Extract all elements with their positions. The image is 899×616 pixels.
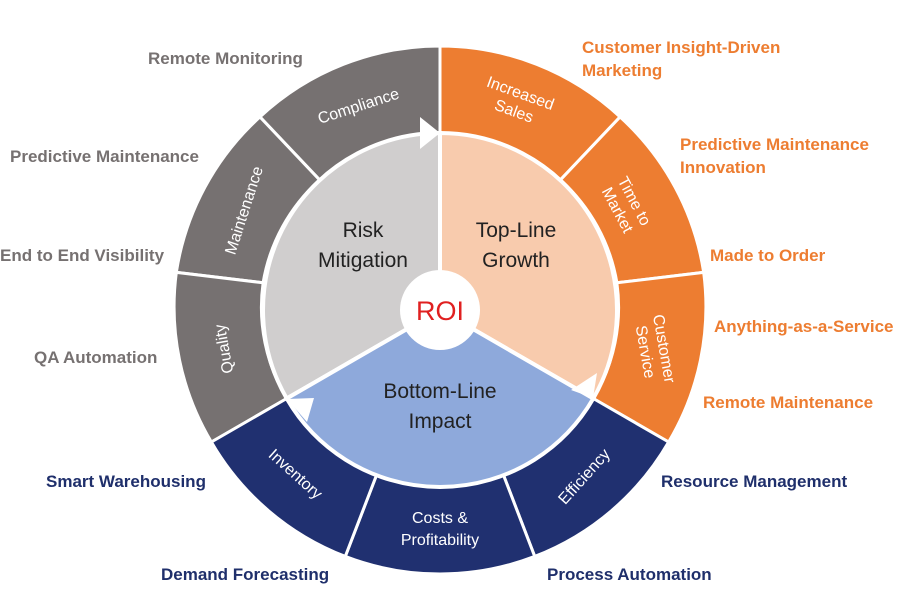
label-remote-monitoring: Remote Monitoring — [148, 49, 303, 68]
label-anything-as-a-service: Anything-as-a-Service — [714, 317, 894, 336]
growth-label-1: Top-Line — [476, 219, 557, 242]
growth-label-2: Growth — [482, 249, 550, 272]
label-made-to-order: Made to Order — [710, 246, 826, 265]
label-customer-insight-line1: Customer Insight-Driven — [582, 38, 781, 57]
impact-label-2: Impact — [408, 410, 471, 433]
label-predictive-maintenance: Predictive Maintenance — [10, 147, 199, 166]
costs-label-2: Profitability — [401, 532, 479, 549]
label-customer-insight: Customer Insight-Driven Marketing — [582, 36, 780, 82]
impact-label-1: Bottom-Line — [383, 380, 496, 403]
costs-label-1: Costs & — [412, 510, 468, 527]
sector-bottom-line-impact — [283, 307, 597, 489]
sector-risk-mitigation — [261, 130, 442, 402]
label-process-automation: Process Automation — [547, 565, 712, 584]
label-resource-management: Resource Management — [661, 472, 848, 491]
risk-label-1: Risk — [343, 219, 384, 242]
arrow-to-risk-icon — [287, 398, 314, 422]
arrow-to-impact-icon — [571, 373, 597, 398]
label-qa-automation: QA Automation — [34, 348, 158, 367]
sector-top-line-growth — [438, 130, 619, 402]
roi-hub — [400, 270, 480, 350]
label-smart-warehousing: Smart Warehousing — [46, 472, 206, 491]
risk-label-2: Mitigation — [318, 249, 408, 272]
arrow-to-growth-icon — [420, 117, 440, 149]
label-pmi-line1: Predictive Maintenance — [680, 135, 869, 154]
roi-label: ROI — [416, 296, 464, 326]
label-customer-insight-line2: Marketing — [582, 61, 663, 80]
label-demand-forecasting: Demand Forecasting — [161, 565, 330, 584]
label-remote-maintenance: Remote Maintenance — [703, 393, 874, 412]
label-pmi-line2: Innovation — [680, 158, 766, 177]
label-end-to-end-visibility: End to End Visibility — [0, 246, 165, 265]
label-predictive-maintenance-innovation: Predictive Maintenance Innovation — [680, 133, 869, 179]
